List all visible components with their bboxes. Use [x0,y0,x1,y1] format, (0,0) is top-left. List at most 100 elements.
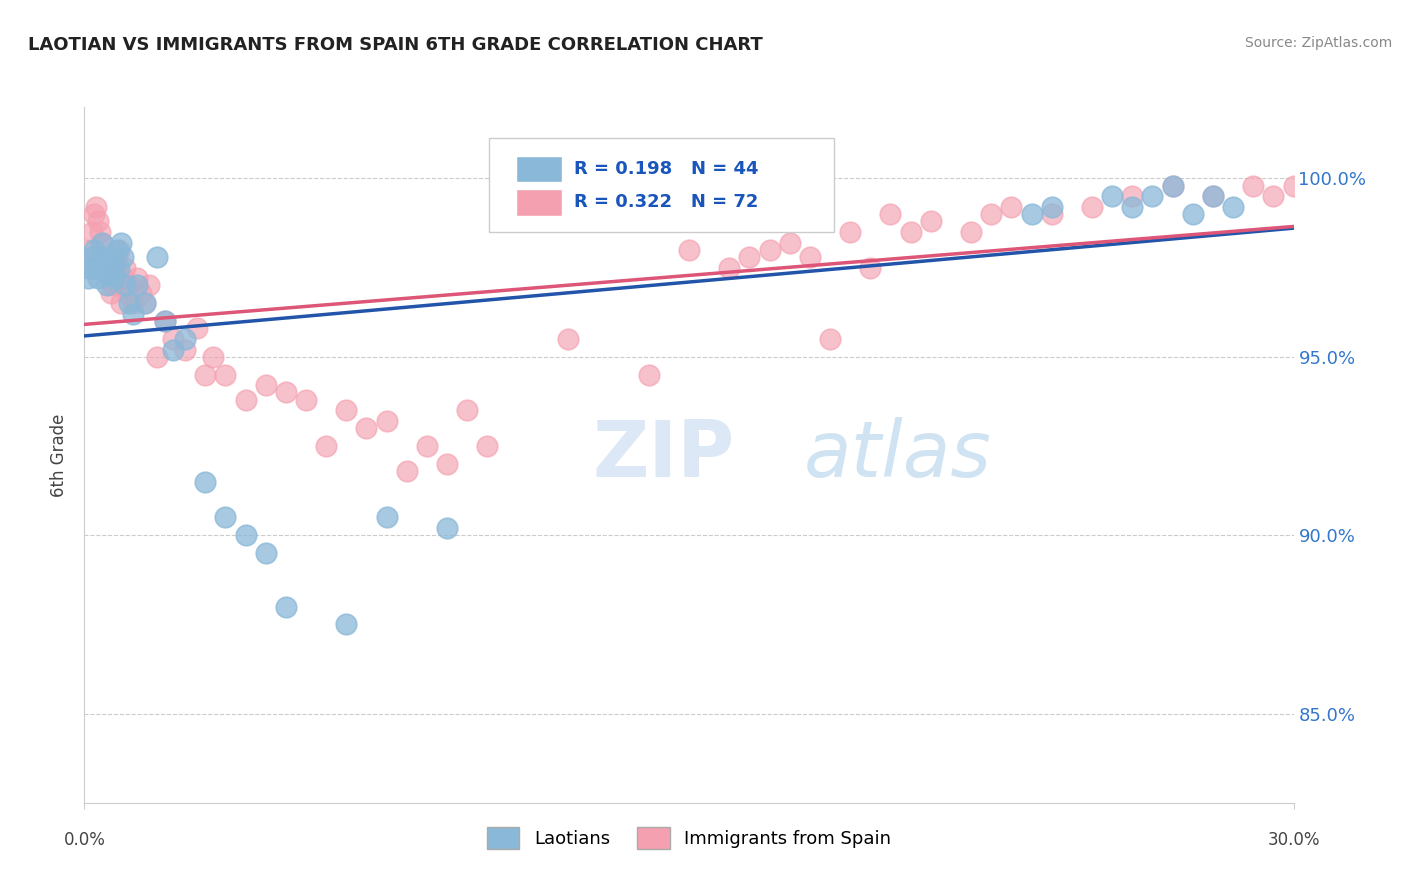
Point [335,403,357,417]
Point [202,350,225,364]
Point [87,214,110,228]
Point [146,350,169,364]
Point [114,278,136,293]
Point [1181,207,1204,221]
Point [274,599,297,614]
Point [110,296,132,310]
Point [900,225,922,239]
Point [718,260,741,275]
Point [114,260,136,275]
Point [557,332,579,346]
Point [89,250,111,264]
Point [456,403,478,417]
Point [194,368,217,382]
Point [134,296,156,310]
Point [82,225,104,239]
Point [315,439,337,453]
Point [100,250,122,264]
Point [1202,189,1225,203]
Point [1021,207,1043,221]
Point [77,260,100,275]
Point [980,207,1002,221]
Point [235,392,257,407]
Point [91,235,114,250]
FancyBboxPatch shape [516,189,562,216]
Point [82,250,104,264]
Point [818,332,841,346]
Point [859,260,882,275]
FancyBboxPatch shape [489,138,834,232]
Point [477,439,499,453]
Point [89,225,111,239]
Point [111,250,134,264]
Point [86,200,108,214]
Point [104,260,127,275]
Text: Source: ZipAtlas.com: Source: ZipAtlas.com [1244,36,1392,50]
Text: R = 0.198   N = 44: R = 0.198 N = 44 [574,160,759,178]
Point [101,278,124,293]
Point [174,343,197,357]
Point [125,278,148,293]
Point [879,207,901,221]
Point [274,385,297,400]
Point [839,225,862,239]
Point [125,271,148,285]
Point [436,457,458,471]
Point [110,235,132,250]
Point [87,271,110,285]
Point [100,285,122,300]
Text: LAOTIAN VS IMMIGRANTS FROM SPAIN 6TH GRADE CORRELATION CHART: LAOTIAN VS IMMIGRANTS FROM SPAIN 6TH GRA… [28,36,763,54]
Point [375,414,398,428]
Point [335,617,357,632]
Text: 0.0%: 0.0% [63,830,105,848]
Point [96,260,118,275]
Point [1161,178,1184,193]
Point [107,243,129,257]
Point [1142,189,1164,203]
Point [162,343,184,357]
Point [153,314,176,328]
Point [1121,200,1143,214]
Point [637,368,659,382]
Point [93,250,115,264]
Point [105,243,128,257]
Point [254,378,277,392]
Point [214,510,236,524]
Point [235,528,257,542]
Text: 30.0%: 30.0% [1267,830,1320,848]
Point [111,271,134,285]
Point [118,278,141,293]
Point [295,392,318,407]
Point [1241,178,1264,193]
Point [83,207,105,221]
Point [93,260,115,275]
Legend: Laotians, Immigrants from Spain: Laotians, Immigrants from Spain [479,820,898,856]
Point [758,243,780,257]
Text: R = 0.322   N = 72: R = 0.322 N = 72 [574,194,758,211]
Point [799,250,821,264]
Point [174,332,197,346]
Point [395,464,418,478]
Point [1161,178,1184,193]
Point [1040,200,1063,214]
Point [153,314,176,328]
Point [375,510,398,524]
Point [1040,207,1063,221]
FancyBboxPatch shape [516,156,562,182]
Point [1263,189,1285,203]
Point [121,296,143,310]
Point [105,250,128,264]
Point [1222,200,1244,214]
Point [960,225,983,239]
Point [97,271,120,285]
Y-axis label: 6th Grade: 6th Grade [51,413,69,497]
Point [678,243,700,257]
Point [129,285,152,300]
Point [77,271,100,285]
Point [134,296,156,310]
Point [194,475,217,489]
Point [91,235,114,250]
Point [214,368,236,382]
Point [83,243,105,257]
Point [1000,200,1022,214]
